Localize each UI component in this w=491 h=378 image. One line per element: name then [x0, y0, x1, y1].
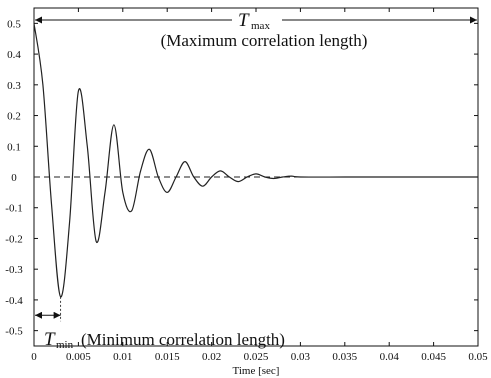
y-axis: -0.5 -0.4 -0.3 -0.2 -0.1 0 0.1 0.2 0.3 0.4 0.5 — [5, 18, 478, 338]
series-layer — [33, 23, 478, 298]
tmin-subscript: min — [56, 339, 74, 351]
tmin-caption: (Minimum correlation length) — [81, 330, 285, 349]
tmin-symbol: T — [44, 329, 56, 350]
y-tick-label: 0.2 — [7, 111, 21, 123]
x-tick-label: 0.02 — [202, 351, 221, 363]
x-tick-label: 0.015 — [155, 351, 180, 363]
y-tick-label: 0.4 — [7, 49, 21, 61]
tmax-subscript: max — [251, 20, 270, 32]
y-tick-label: -0.2 — [5, 233, 22, 245]
x-axis-label: Time [sec] — [233, 365, 280, 377]
y-tick-label: 0 — [11, 172, 17, 184]
tmax-symbol: T — [238, 10, 250, 31]
tmax-caption: (Maximum correlation length) — [161, 31, 368, 50]
x-tick-label: 0.035 — [332, 351, 357, 363]
y-tick-label: 0.5 — [7, 18, 21, 30]
y-tick-label: -0.1 — [5, 203, 22, 215]
x-tick-label: 0.005 — [66, 351, 91, 363]
y-tick-label: -0.5 — [5, 326, 23, 338]
y-tick-label: -0.4 — [5, 295, 23, 307]
x-tick-label: 0 — [31, 351, 37, 363]
y-tick-label: -0.3 — [5, 264, 23, 276]
x-tick-label: 0.025 — [244, 351, 269, 363]
x-tick-label: 0.01 — [113, 351, 132, 363]
x-tick-label: 0.045 — [421, 351, 446, 363]
x-axis: 0 0.005 0.01 0.015 0.02 0.025 0.03 0.035 0.04 0.0… — [31, 8, 488, 363]
y-tick-label: 0.1 — [7, 141, 21, 153]
x-tick-label: 0.03 — [291, 351, 311, 363]
y-tick-label: 0.3 — [7, 80, 21, 92]
x-tick-label: 0.05 — [468, 351, 488, 363]
x-tick-label: 0.04 — [380, 351, 400, 363]
correlation-curve — [33, 23, 478, 298]
